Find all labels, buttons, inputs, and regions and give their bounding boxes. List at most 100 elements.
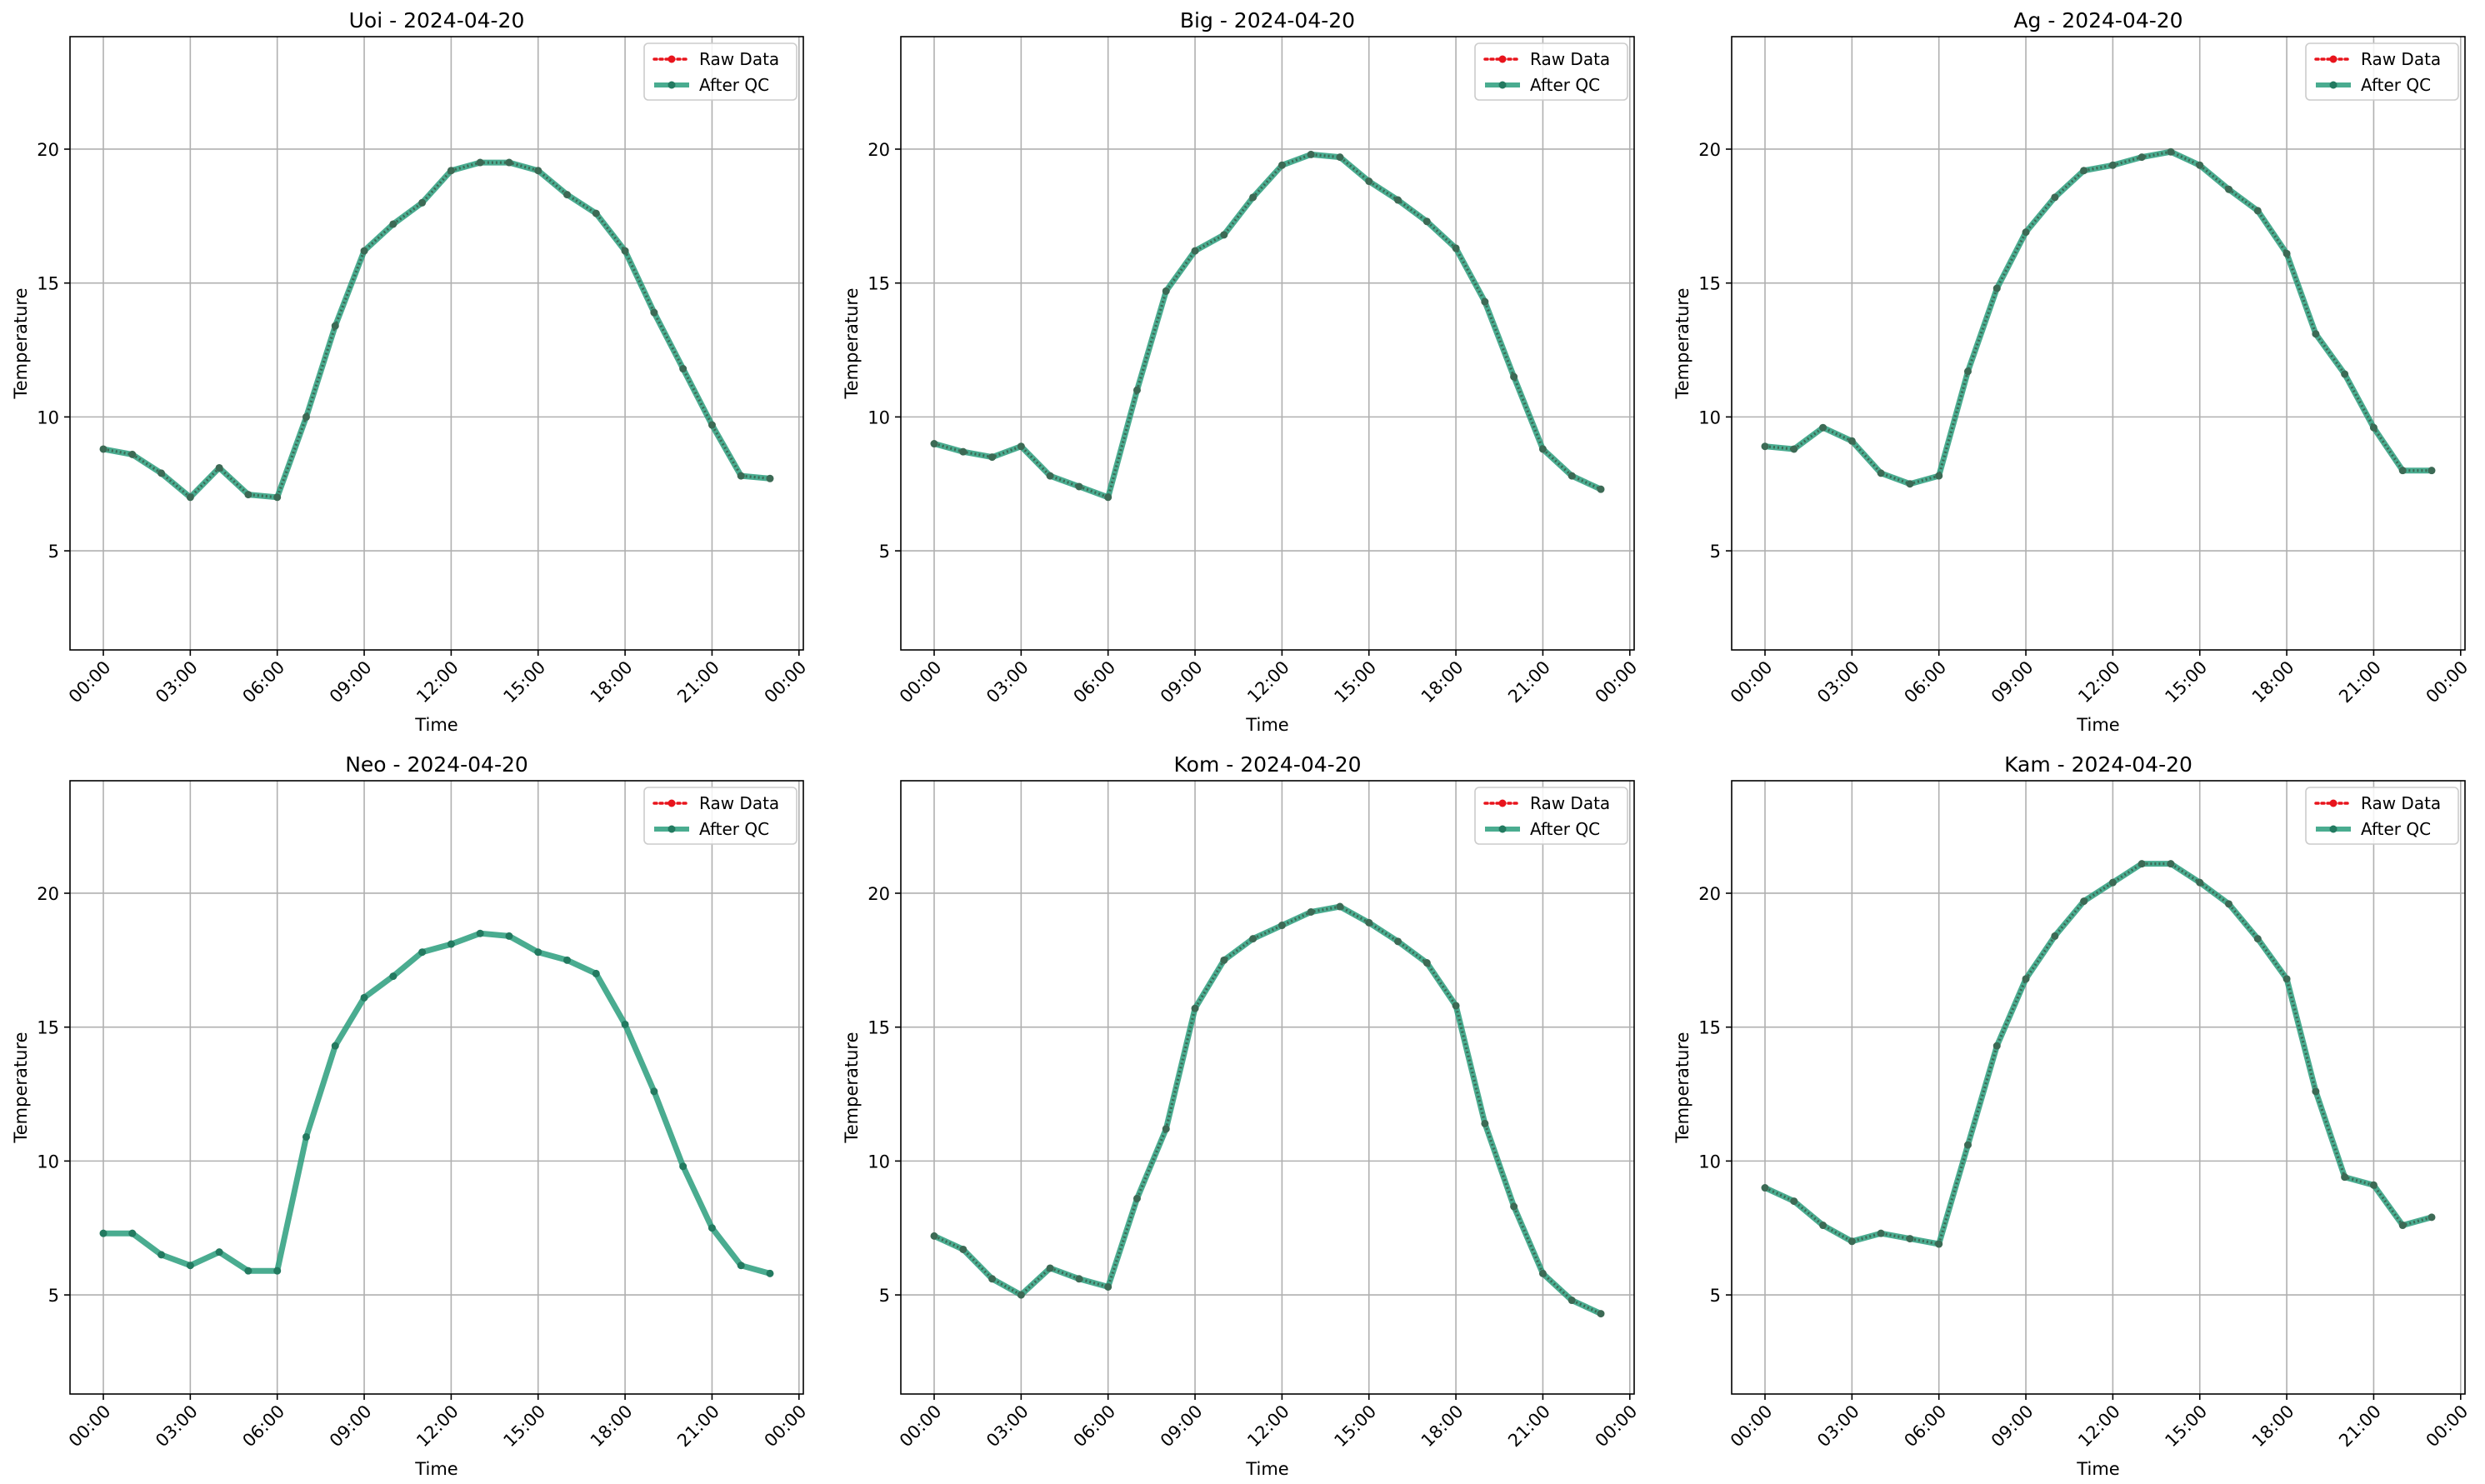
data-point [621, 1020, 629, 1028]
legend-label-raw-data: Raw Data [1530, 49, 1610, 69]
data-point [302, 1132, 310, 1141]
plot-frame [900, 36, 1635, 651]
plot-frame [1731, 780, 2466, 1395]
series-after-qc-line [933, 151, 1602, 501]
series-raw-data-line [933, 152, 1602, 499]
data-point [2428, 467, 2436, 475]
data-point [1336, 902, 1344, 911]
x-tick-label: 09:00 [1988, 1402, 2038, 1452]
x-tick-label: 18:00 [2248, 1402, 2298, 1452]
x-tick-label: 09:00 [326, 657, 376, 707]
y-tick-label: 5 [48, 542, 59, 562]
data-point [1877, 1229, 1885, 1237]
data-point [2051, 193, 2059, 202]
legend-marker-raw-data [2329, 55, 2338, 63]
data-point [1075, 1275, 1083, 1283]
data-point [1132, 1194, 1141, 1202]
data-point [158, 469, 166, 477]
x-tick-label: 15:00 [2162, 1402, 2212, 1452]
x-tick-label: 21:00 [1504, 657, 1554, 707]
x-axis-label: Time [414, 715, 458, 735]
x-axis-label: Time [2076, 1459, 2119, 1479]
data-point [505, 158, 513, 167]
data-point [2341, 370, 2349, 378]
x-axis-label: Time [414, 1459, 458, 1479]
x-tick-label: 21:00 [673, 657, 723, 707]
data-point [2282, 975, 2291, 983]
data-point [2369, 1181, 2378, 1189]
data-point [1394, 937, 1402, 946]
data-point [592, 209, 600, 217]
data-point [360, 247, 368, 255]
x-tick-label: 00:00 [65, 1402, 115, 1452]
data-point [2282, 249, 2291, 257]
data-point [1481, 1119, 1489, 1127]
plot-frame [69, 780, 804, 1395]
x-tick-label: 15:00 [1331, 657, 1381, 707]
x-tick-label: 15:00 [1331, 1402, 1381, 1452]
data-point [1422, 217, 1431, 226]
data-point [244, 491, 252, 499]
data-point [1538, 445, 1547, 453]
plot-frame [900, 780, 1635, 1395]
chart-panel-0: 5 10 15 20 00:00 03:00 06:00 09:00 12:00 15:00 18:… [11, 8, 810, 735]
data-point [1249, 935, 1258, 943]
legend-marker-after-qc [2329, 825, 2338, 833]
series-raw-data-line [1764, 862, 2432, 1246]
chart-panel-5: 5 10 15 20 00:00 03:00 06:00 09:00 12:00 15:00 18:… [1672, 752, 2472, 1479]
legend-marker-raw-data [1498, 799, 1507, 807]
y-tick-label: 20 [1698, 884, 1721, 904]
data-point [1365, 177, 1373, 186]
data-point [1935, 472, 1943, 480]
x-tick-label: 15:00 [500, 1402, 550, 1452]
x-tick-label: 06:00 [1069, 657, 1119, 707]
legend-label-raw-data: Raw Data [1530, 793, 1610, 813]
data-point [389, 972, 398, 981]
data-point [1848, 437, 1856, 445]
x-tick-label: 18:00 [2248, 657, 2298, 707]
y-tick-label: 15 [1698, 1018, 1721, 1038]
x-tick-label: 18:00 [1418, 657, 1468, 707]
x-tick-label: 12:00 [1243, 657, 1293, 707]
x-tick-label: 00:00 [896, 657, 946, 707]
x-tick-label: 18:00 [587, 1402, 637, 1452]
legend-label-raw-data: Raw Data [699, 49, 779, 69]
x-tick-label: 09:00 [1988, 657, 2038, 707]
data-point [2167, 147, 2175, 156]
legend-marker-after-qc [1498, 825, 1507, 833]
data-point [1422, 959, 1431, 967]
y-tick-label: 10 [868, 407, 890, 427]
legend-marker-after-qc [2329, 81, 2338, 89]
data-point [1761, 1184, 1769, 1192]
y-tick-label: 20 [37, 140, 59, 160]
data-point [2312, 330, 2320, 338]
x-tick-label: 00:00 [1727, 1402, 1777, 1452]
data-point [2138, 153, 2146, 162]
legend-marker-raw-data [668, 799, 676, 807]
x-tick-label: 15:00 [500, 657, 550, 707]
x-tick-label: 21:00 [1504, 1402, 1554, 1452]
y-axis-label: Temperature [1672, 287, 1692, 399]
data-point [2341, 1173, 2349, 1182]
x-tick-label: 12:00 [2074, 1402, 2124, 1452]
data-point [1191, 247, 1199, 255]
series-after-qc-line [1763, 861, 2432, 1247]
data-point [2080, 167, 2088, 175]
data-point [930, 1232, 938, 1240]
chart-panel-2: 5 10 15 20 00:00 03:00 06:00 09:00 12:00 15:00 18:… [1672, 8, 2472, 735]
data-point [534, 948, 542, 957]
data-point [737, 472, 745, 480]
x-tick-label: 03:00 [1813, 657, 1863, 707]
data-point [679, 1162, 688, 1171]
data-point [1452, 1002, 1460, 1010]
chart-title: Kam - 2024-04-20 [2004, 752, 2192, 777]
x-tick-label: 12:00 [412, 1402, 462, 1452]
data-point [1162, 287, 1170, 295]
x-tick-label: 00:00 [761, 1402, 811, 1452]
data-point [128, 1229, 137, 1237]
data-point [1510, 1202, 1518, 1211]
y-tick-label: 10 [37, 407, 59, 427]
x-tick-label: 00:00 [1592, 1402, 1642, 1452]
data-point [331, 322, 339, 330]
data-point [2196, 161, 2204, 169]
